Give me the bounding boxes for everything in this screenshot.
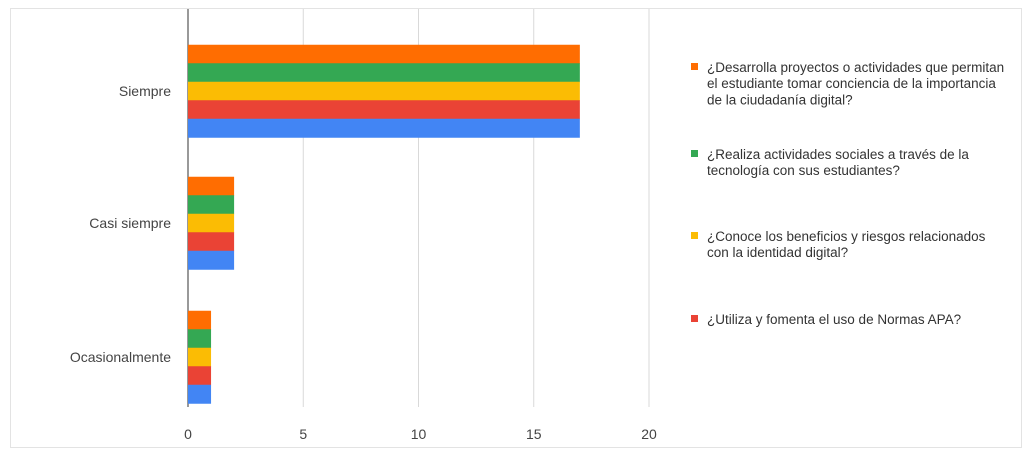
legend-label: de la ciudadanía digital? — [707, 92, 853, 107]
bar — [188, 347, 212, 367]
category-label: Ocasionalmente — [70, 349, 171, 365]
legend-swatch — [691, 150, 698, 157]
x-axis-tick-labels: 0 5 10 15 20 — [184, 426, 657, 442]
bar — [188, 329, 212, 349]
bar — [188, 213, 235, 233]
bar — [188, 44, 580, 64]
legend-label: ¿Conoce los beneficios y riesgos relacio… — [707, 229, 986, 244]
x-tick-label: 0 — [184, 426, 192, 442]
chart-frame: Siempre Casi siempre Ocasionalmente 0 5 10 15… — [10, 8, 1022, 448]
category-labels: Siempre Casi siempre Ocasionalmente — [70, 83, 171, 365]
legend-swatch — [691, 63, 698, 70]
legend: ¿Desarrolla proyectos o actividades que … — [691, 60, 1004, 327]
x-tick-label: 20 — [641, 426, 657, 442]
bar — [188, 81, 580, 101]
x-tick-label: 10 — [411, 426, 427, 442]
category-label: Siempre — [119, 83, 171, 99]
legend-label: ¿Realiza actividades sociales a través d… — [707, 147, 969, 162]
x-tick-label: 15 — [526, 426, 542, 442]
bar — [188, 118, 580, 138]
legend-swatch — [691, 232, 698, 239]
legend-label: el estudiante tomar conciencia de la imp… — [707, 76, 996, 91]
x-tick-label: 5 — [299, 426, 307, 442]
category-label: Casi siempre — [89, 215, 171, 231]
legend-label: ¿Utiliza y fomenta el uso de Normas APA? — [707, 312, 961, 327]
bar — [188, 100, 580, 120]
bar — [188, 250, 235, 270]
bar — [188, 366, 212, 386]
bar — [188, 63, 580, 83]
bar — [188, 310, 212, 330]
bar-chart: Siempre Casi siempre Ocasionalmente 0 5 10 15… — [70, 9, 1004, 442]
bar — [188, 232, 235, 252]
legend-label: con la identidad digital? — [707, 245, 848, 260]
bar — [188, 384, 212, 404]
legend-label: ¿Desarrolla proyectos o actividades que … — [707, 60, 1004, 75]
legend-swatch — [691, 315, 698, 322]
bars — [188, 44, 580, 404]
bar — [188, 195, 235, 215]
bar — [188, 176, 235, 196]
legend-label: tecnología con sus estudiantes? — [707, 163, 900, 178]
